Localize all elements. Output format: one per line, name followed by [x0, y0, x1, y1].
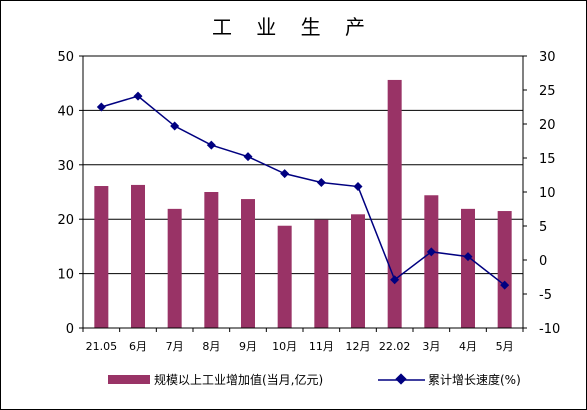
left-axis-tick-label: 20 — [57, 213, 74, 228]
right-axis-tick-label: 30 — [539, 50, 556, 65]
bar — [277, 225, 292, 328]
x-axis-category-label: 10月 — [272, 340, 297, 353]
bar — [94, 186, 109, 328]
right-axis-tick-label: 25 — [539, 84, 556, 99]
bar — [387, 79, 402, 328]
x-axis-category-label: 4月 — [459, 340, 477, 353]
x-axis-category-label: 12月 — [346, 340, 371, 353]
bar-series — [94, 79, 512, 328]
line-point — [500, 280, 510, 290]
bar — [424, 195, 439, 328]
x-axis-category-label: 7月 — [166, 340, 184, 353]
right-axis-tick-label: 15 — [539, 152, 556, 167]
left-axis-tick-label: 0 — [66, 322, 74, 337]
axes: 0 10 20 30 40 50 -10 -5 0 5 10 15 20 25 30 21.05 6月 7月 8月 9… — [57, 50, 560, 353]
line-point — [280, 169, 290, 179]
right-axis-tick-label: 20 — [539, 118, 556, 133]
left-axis-tick-label: 10 — [57, 268, 74, 283]
line-point — [133, 91, 143, 101]
line-point — [390, 275, 400, 285]
right-axis-tick-label: 5 — [539, 220, 547, 235]
right-axis-tick-label: 0 — [539, 254, 547, 269]
line-series — [96, 91, 510, 290]
line-point — [243, 152, 253, 162]
bar — [167, 208, 182, 328]
x-axis-category-label: 5月 — [496, 340, 514, 353]
bar — [241, 199, 255, 328]
left-axis-tick-label: 30 — [57, 159, 74, 174]
bar — [131, 184, 145, 328]
line-point — [316, 177, 326, 187]
x-axis-category-label: 8月 — [202, 340, 220, 353]
x-axis-category-label: 22.02 — [379, 340, 411, 353]
bar — [497, 211, 512, 328]
legend: 规模以上工业增加值(当月,亿元) 累计增长速度(%) — [108, 372, 521, 387]
line-path — [101, 95, 506, 286]
line-point — [206, 140, 216, 150]
right-axis-tick-label: -10 — [539, 322, 560, 337]
line-point — [426, 247, 436, 257]
legend-bar-label: 规模以上工业增加值(当月,亿元) — [154, 372, 323, 387]
x-axis-category-label: 21.05 — [86, 340, 118, 353]
line-point — [463, 252, 473, 262]
legend-line-label: 累计增长速度(%) — [428, 372, 521, 387]
left-axis-tick-label: 50 — [57, 50, 74, 65]
line-point — [96, 102, 106, 112]
bar — [314, 219, 329, 328]
bar — [204, 192, 219, 328]
bar — [351, 214, 365, 328]
x-axis-category-label: 11月 — [309, 340, 334, 353]
chart-title: 工 业 生 产 — [212, 15, 374, 39]
x-axis-category-label: 9月 — [239, 340, 257, 353]
left-axis-tick-label: 40 — [57, 104, 74, 119]
legend-bar-swatch — [108, 375, 150, 384]
x-axis-category-label: 6月 — [129, 340, 147, 353]
line-point — [353, 182, 363, 192]
line-point — [170, 121, 180, 131]
bar — [461, 208, 475, 328]
grid-layer — [83, 109, 523, 275]
plot-area-border — [82, 55, 524, 329]
x-axis-category-label: 3月 — [422, 340, 440, 353]
right-axis-tick-label: -5 — [539, 288, 552, 303]
right-axis-tick-label: 10 — [539, 186, 556, 201]
legend-line-marker — [395, 373, 407, 385]
